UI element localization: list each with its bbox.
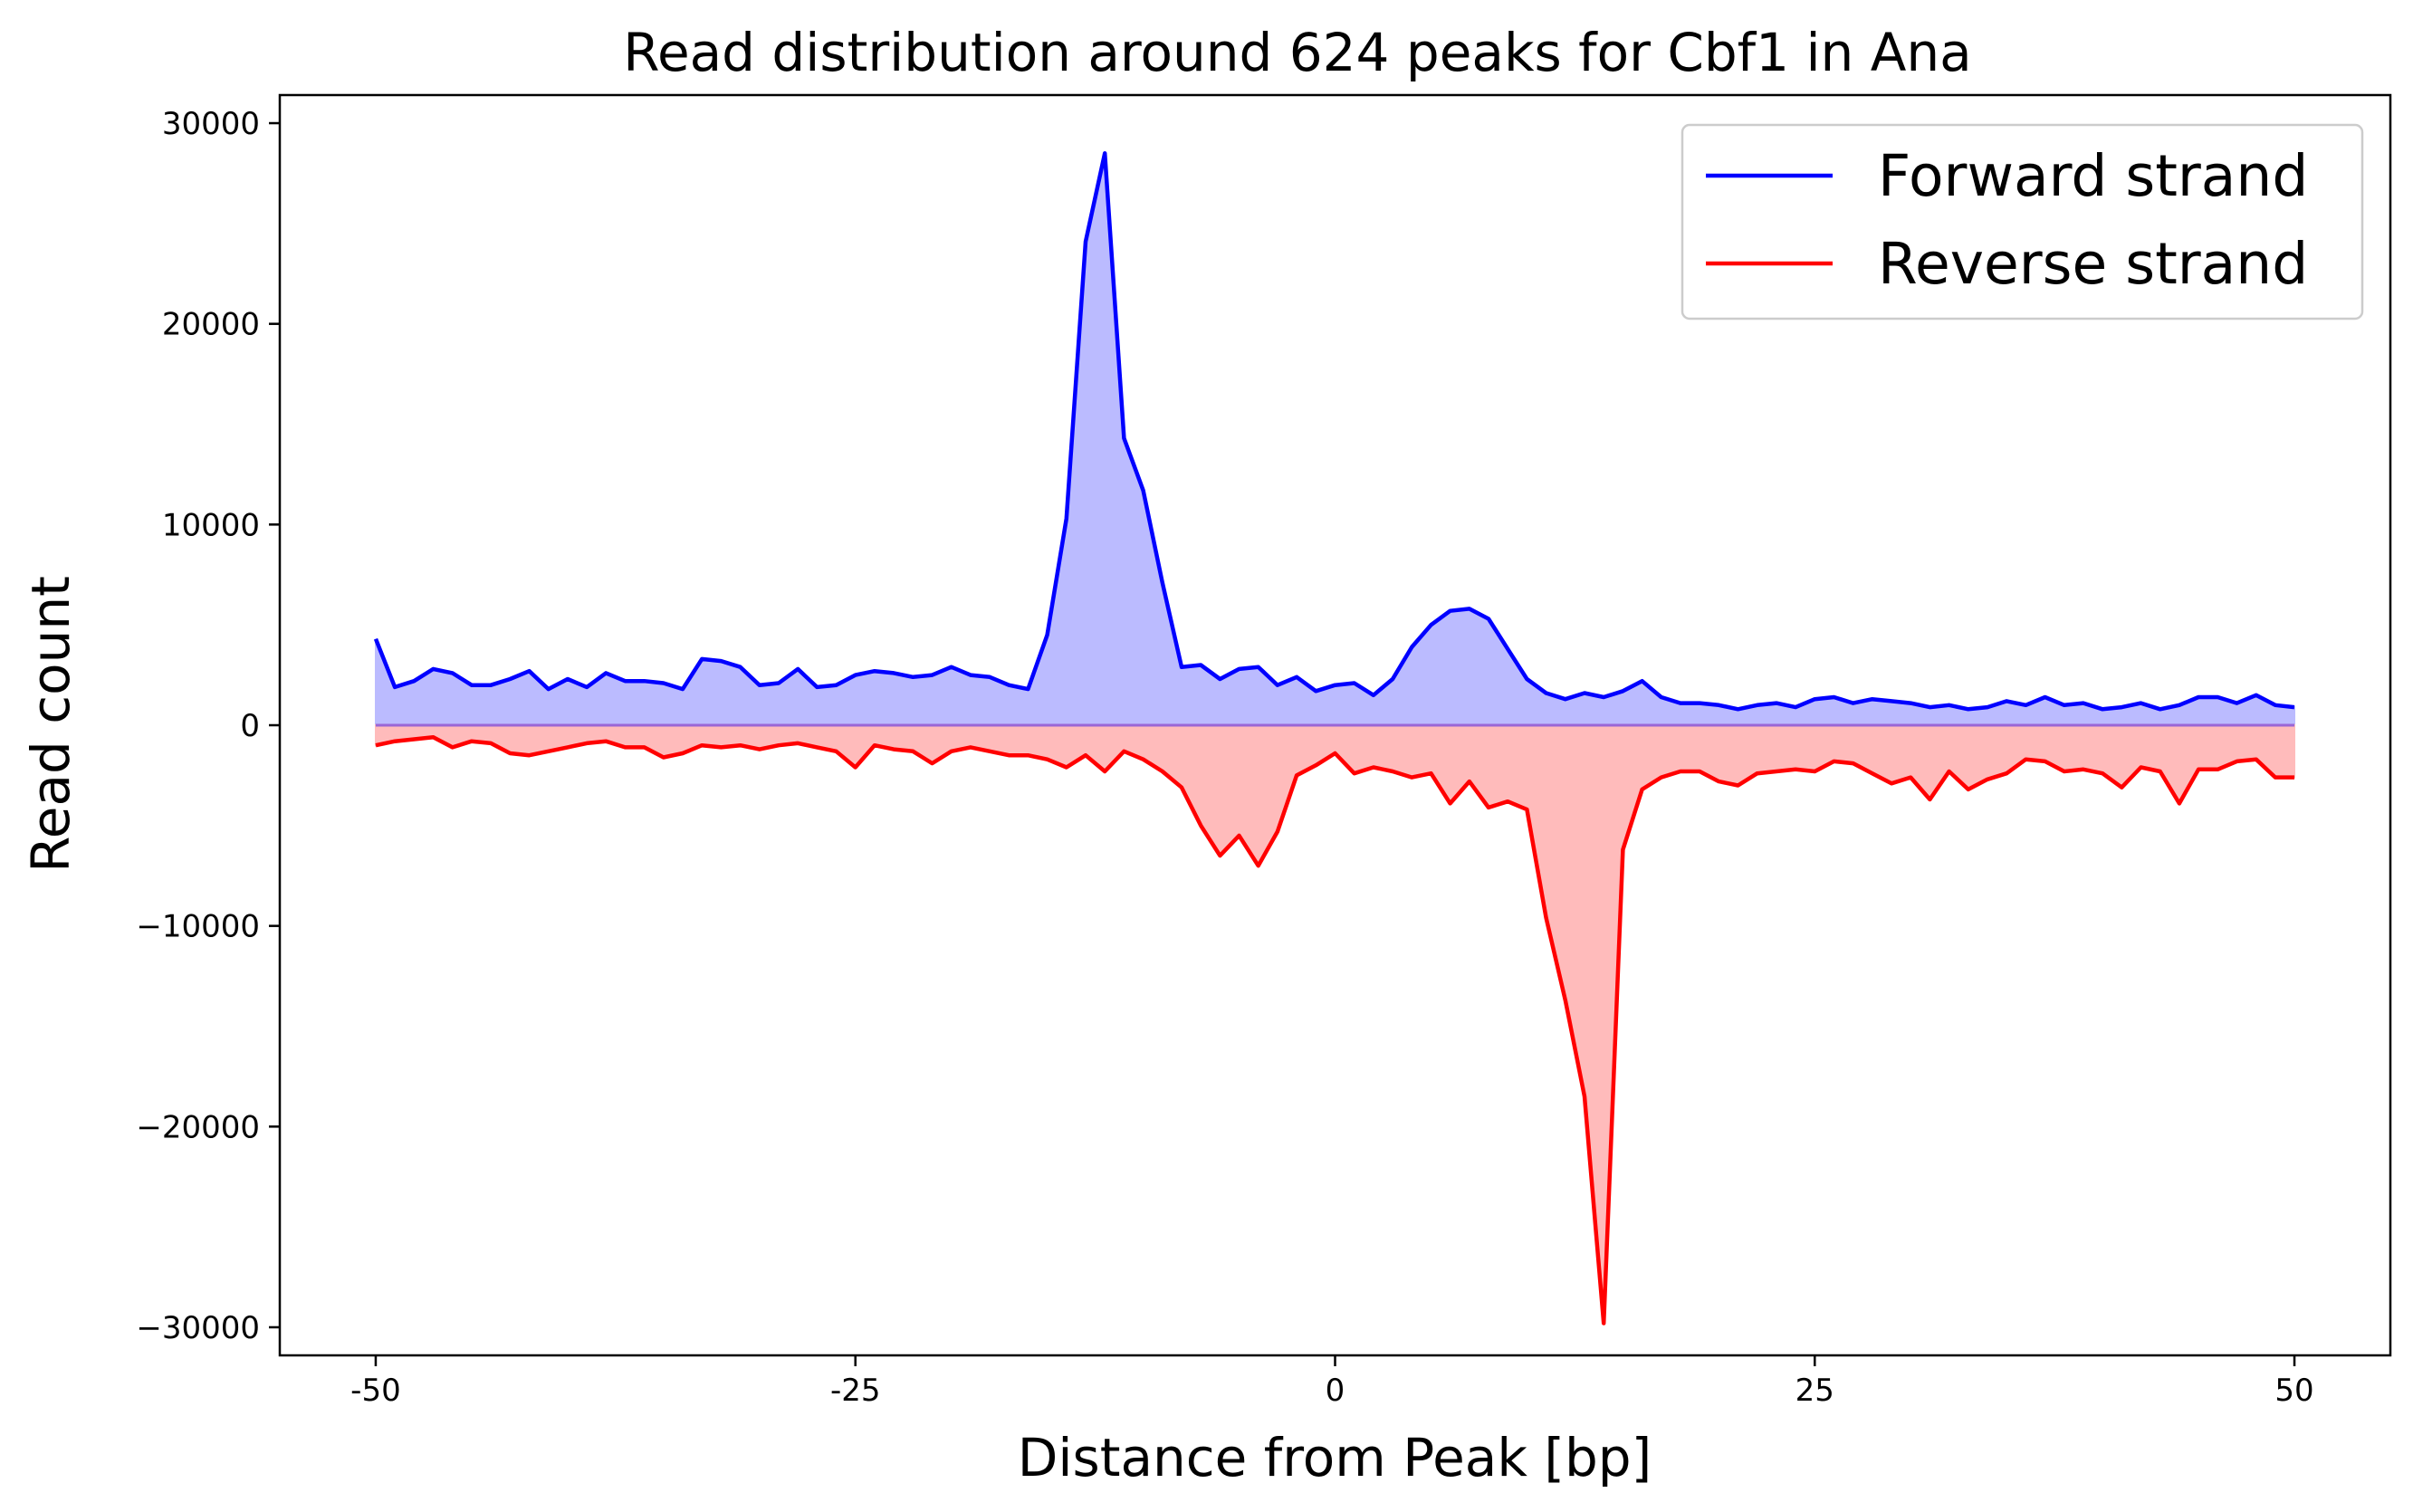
x-tick-label: 0 — [1326, 1373, 1345, 1409]
y-axis-ticks: 30000 20000 10000 0 −10000 −20000 −30000 — [136, 106, 280, 1346]
legend: Forward strand Reverse strand — [1680, 123, 2364, 321]
y-axis-label: Read count — [20, 576, 81, 873]
area-fills — [375, 153, 2295, 1324]
legend-box — [1680, 123, 2364, 321]
forward-strand-line — [373, 151, 2295, 712]
reverse-strand-line — [375, 735, 2294, 1325]
y-tick-label: 10000 — [162, 507, 260, 543]
y-tick-label: 20000 — [162, 307, 260, 343]
series-lines — [373, 151, 2295, 1325]
chart-title: Read distribution around 624 peaks for C… — [623, 22, 1971, 83]
x-tick-label: -50 — [350, 1373, 401, 1409]
x-tick-label: -25 — [830, 1373, 881, 1409]
y-tick-label: −30000 — [136, 1310, 260, 1346]
x-tick-label: 25 — [1795, 1373, 1834, 1409]
y-tick-label: −10000 — [136, 909, 260, 945]
y-tick-label: −20000 — [136, 1109, 260, 1145]
legend-reverse-label: Reverse strand — [1878, 231, 2308, 297]
y-tick-label: 0 — [240, 708, 260, 744]
x-tick-label: 50 — [2274, 1373, 2313, 1409]
y-tick-label: 30000 — [162, 106, 260, 142]
x-axis-label: Distance from Peak [bp] — [1018, 1427, 1652, 1488]
reverse-strand-area — [375, 724, 2295, 1324]
legend-forward-label: Forward strand — [1878, 143, 2308, 209]
x-axis-ticks: -50 -25 0 25 50 — [350, 1355, 2314, 1409]
